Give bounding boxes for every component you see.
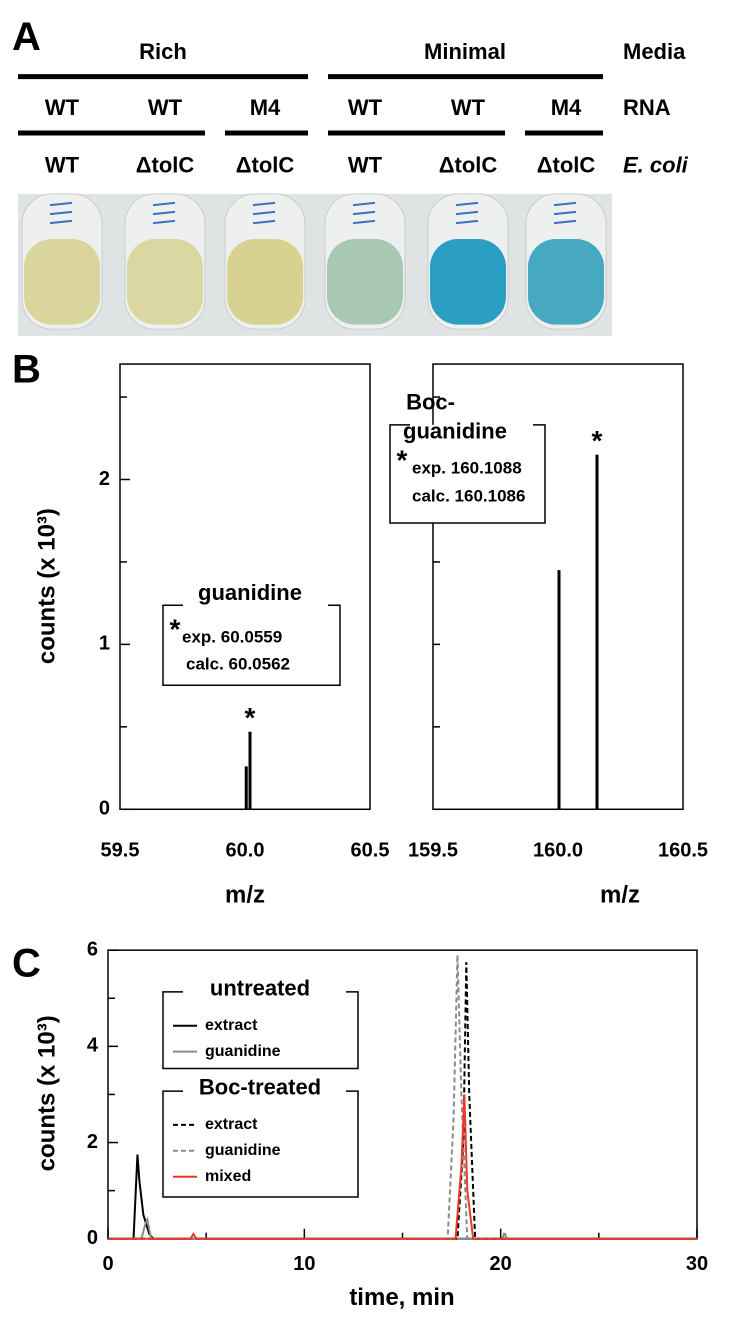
tube-liquid [327, 238, 403, 325]
strain-label: ΔtolC [537, 153, 596, 178]
tube-marking [152, 210, 176, 216]
tube-marking [49, 219, 73, 225]
x-tick-label: 159.5 [408, 839, 458, 861]
media-label: Rich [139, 39, 187, 64]
row-title: Media [623, 39, 686, 64]
x-axis-label: m/z [225, 881, 265, 908]
legend-title: Boc-treated [199, 1075, 321, 1100]
row-title: RNA [623, 95, 671, 120]
tube-marking [152, 201, 176, 207]
tube-marking [252, 210, 276, 216]
series-line [108, 954, 697, 1240]
x-tick-label: 59.5 [101, 839, 140, 861]
tube-marking [352, 201, 376, 207]
annotation-title: guanidine [198, 580, 302, 605]
rna-label: WT [148, 95, 183, 120]
annotation-title: Boc- [406, 389, 455, 414]
rna-label: WT [45, 95, 80, 120]
strain-label: ΔtolC [136, 153, 195, 178]
annotation-box [389, 424, 546, 524]
tube-marking [455, 219, 479, 225]
x-tick-label: 0 [102, 1253, 113, 1275]
rna-label: M4 [250, 95, 281, 120]
annotation-exp: exp. 160.1088 [412, 458, 522, 477]
x-tick-label: 60.0 [226, 839, 265, 861]
tube-marking [352, 219, 376, 225]
tube-liquid [227, 238, 303, 325]
tube-marking [455, 210, 479, 216]
legend-label: guanidine [205, 1043, 281, 1060]
series-line [108, 962, 697, 1240]
y-tick-label: 0 [87, 1227, 98, 1249]
y-axis-label: counts (x 10³) [33, 508, 60, 664]
x-tick-label: 60.5 [351, 839, 390, 861]
legend-box [162, 991, 359, 1070]
x-axis-label: time, min [349, 1284, 454, 1311]
legend-title: untreated [210, 975, 310, 1000]
tube-marking [352, 210, 376, 216]
tube-marking [553, 219, 577, 225]
strain-label: ΔtolC [439, 153, 498, 178]
tube-marking [252, 219, 276, 225]
annotation-title: guanidine [403, 419, 507, 444]
annotation-marker: * [397, 445, 408, 476]
rna-label: WT [451, 95, 486, 120]
tube-marking [152, 219, 176, 225]
tube-liquid [430, 238, 506, 325]
tube-marking [49, 201, 73, 207]
tube-marking [252, 201, 276, 207]
y-tick-label: 2 [87, 1131, 98, 1153]
plot-frame [119, 363, 371, 811]
y-axis-label: counts (x 10³) [33, 1015, 60, 1171]
panel-label: A [12, 15, 41, 59]
y-tick-label: 0 [99, 798, 110, 820]
strain-label: WT [45, 153, 80, 178]
annotation-exp: exp. 60.0559 [182, 627, 282, 646]
legend-label: mixed [205, 1168, 251, 1185]
x-tick-label: 160.0 [533, 839, 583, 861]
annotation-calc: calc. 60.0562 [186, 654, 290, 673]
legend-box [162, 1090, 359, 1198]
y-tick-label: 6 [87, 938, 98, 960]
tube-liquid [24, 238, 100, 325]
legend-label: extract [205, 1116, 258, 1133]
legend-label: extract [205, 1017, 258, 1034]
tube-liquid [528, 238, 604, 325]
y-tick-label: 2 [99, 468, 110, 490]
x-tick-label: 20 [490, 1253, 512, 1275]
peak-marker: * [592, 425, 603, 456]
x-axis-label: m/z [600, 881, 640, 908]
panel-label: C [12, 942, 41, 986]
tube-marking [553, 201, 577, 207]
y-tick-label: 4 [87, 1035, 99, 1057]
rna-label: WT [348, 95, 383, 120]
x-tick-label: 10 [293, 1253, 315, 1275]
annotation-box [162, 604, 341, 687]
photo-background [18, 193, 612, 336]
legend-label: guanidine [205, 1142, 281, 1159]
plot-frame [432, 363, 684, 811]
strain-label: ΔtolC [236, 153, 295, 178]
tube-marking [455, 201, 479, 207]
row-title: E. coli [623, 153, 689, 178]
tube-marking [553, 210, 577, 216]
x-tick-label: 160.5 [658, 839, 708, 861]
annotation-marker: * [170, 614, 181, 645]
media-label: Minimal [424, 39, 506, 64]
x-tick-label: 30 [686, 1253, 708, 1275]
strain-label: WT [348, 153, 383, 178]
tube-liquid [127, 238, 203, 325]
series-line [108, 1094, 697, 1240]
annotation-calc: calc. 160.1086 [412, 487, 525, 506]
rna-label: M4 [551, 95, 582, 120]
peak-marker: * [245, 702, 256, 733]
tube-marking [49, 210, 73, 216]
y-tick-label: 1 [99, 633, 110, 655]
panel-label: B [12, 348, 41, 392]
